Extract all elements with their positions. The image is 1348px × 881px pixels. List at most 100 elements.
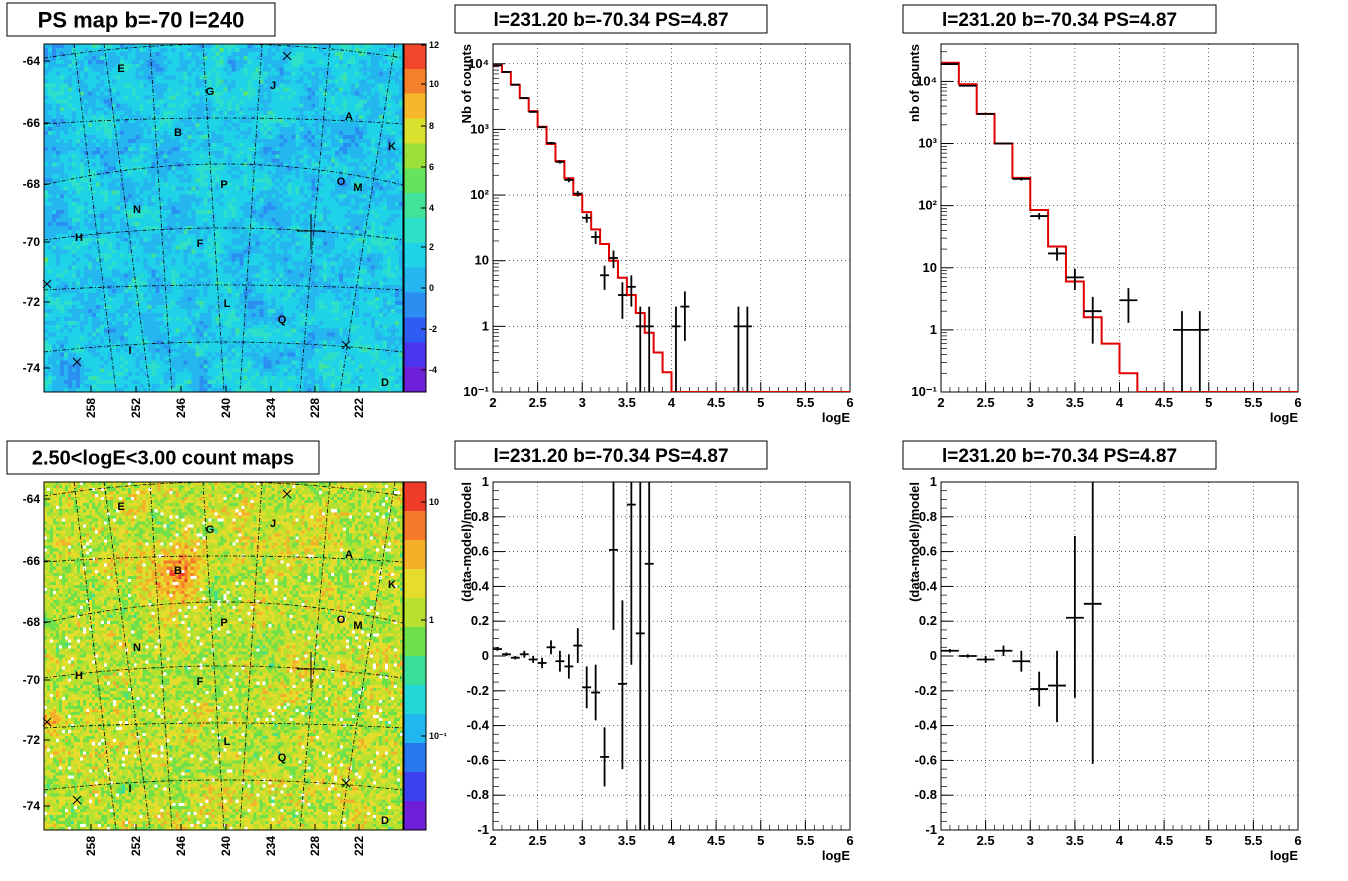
map-pixel (399, 103, 404, 108)
map-pixel (95, 131, 101, 136)
map-pixel (103, 206, 109, 211)
map-pixel (179, 107, 185, 112)
map-pixel (91, 194, 97, 199)
map-pixel (99, 107, 105, 112)
map-pixel (191, 194, 196, 199)
map-pixel (211, 206, 216, 211)
map-pixel (235, 95, 240, 100)
map-pixel (191, 198, 196, 203)
map-pixel (311, 170, 316, 175)
map-pixel (235, 214, 240, 219)
map-pixel (227, 83, 232, 88)
map-pixel (167, 51, 173, 57)
map-pixel (103, 233, 109, 239)
map-pixel (211, 194, 216, 199)
map-pixel (47, 107, 53, 112)
map-pixel (63, 186, 69, 191)
map-pixel (307, 241, 312, 247)
map-pixel (303, 174, 308, 179)
map-pixel (335, 233, 340, 239)
map-pixel (215, 218, 220, 223)
map-pixel (355, 115, 360, 120)
map-pixel (147, 127, 153, 132)
map-pixel (399, 138, 404, 144)
map-pixel (175, 174, 181, 179)
map-top-title: PS map b=-70 l=240 (6, 2, 276, 37)
map-pixel (91, 63, 97, 69)
map-pixel (115, 119, 121, 124)
map-pixel (219, 190, 224, 195)
map-pixel (259, 202, 264, 207)
map-pixel (223, 218, 228, 223)
map-pixel (59, 206, 65, 211)
map-pixel (295, 107, 300, 112)
map-pixel (327, 111, 332, 116)
map-pixel (215, 202, 220, 207)
map-pixel (367, 194, 372, 199)
map-pixel (399, 44, 404, 49)
map-pixel (355, 190, 360, 195)
map-pixel (75, 214, 81, 219)
map-pixel (263, 119, 268, 124)
map-pixel (115, 214, 121, 219)
map-pixel (227, 115, 232, 120)
map-pixel (331, 218, 336, 223)
map-pixel (315, 87, 320, 92)
map-pixel (239, 51, 244, 57)
map-pixel (147, 123, 153, 128)
map-pixel (159, 198, 165, 203)
map-pixel (99, 198, 105, 203)
map-pixel (371, 44, 376, 49)
map-pixel (123, 198, 129, 203)
map-pixel (219, 150, 224, 156)
map-pixel (119, 158, 125, 164)
map-pixel (203, 55, 208, 61)
map-pixel (195, 67, 200, 73)
map-pixel (183, 127, 188, 132)
map-pixel (259, 127, 264, 132)
map-pixel (155, 150, 161, 156)
map-pixel (91, 225, 97, 231)
map-pixel (359, 87, 364, 92)
map-pixel (363, 87, 368, 92)
map-pixel (395, 233, 400, 239)
map-pixel (147, 206, 153, 211)
map-pixel (91, 245, 97, 251)
map-pixel (83, 83, 89, 88)
map-pixel (371, 111, 376, 116)
map-pixel (103, 150, 109, 156)
map-pixel (283, 174, 288, 179)
map-pixel (47, 206, 53, 211)
map-pixel (343, 131, 348, 136)
map-pixel (339, 174, 344, 179)
map-pixel (87, 190, 93, 195)
map-pixel (75, 142, 81, 148)
map-pixel (111, 210, 117, 215)
map-pixel (119, 214, 125, 219)
map-pixel (327, 75, 332, 80)
map-pixel (363, 95, 368, 100)
map-pixel (123, 59, 129, 65)
map-pixel (203, 123, 208, 128)
map-pixel (91, 174, 97, 179)
map-pixel (51, 47, 57, 53)
map-pixel (347, 202, 352, 207)
map-pixel (87, 55, 93, 61)
map-pixel (107, 186, 113, 191)
map-pixel (63, 241, 69, 247)
map-pixel (111, 131, 117, 136)
map-pixel (203, 241, 208, 247)
map-pixel (123, 214, 129, 219)
map-pixel (171, 229, 177, 235)
map-pixel (183, 115, 188, 120)
map-pixel (131, 71, 137, 77)
map-pixel (255, 71, 260, 77)
map-pixel (339, 138, 344, 144)
map-pixel (275, 127, 280, 132)
map-pixel (295, 194, 300, 199)
map-pixel (259, 71, 264, 77)
map-pixel (243, 257, 248, 262)
map-pixel (267, 194, 272, 199)
map-pixel (387, 210, 392, 215)
map-pixel (251, 134, 256, 140)
